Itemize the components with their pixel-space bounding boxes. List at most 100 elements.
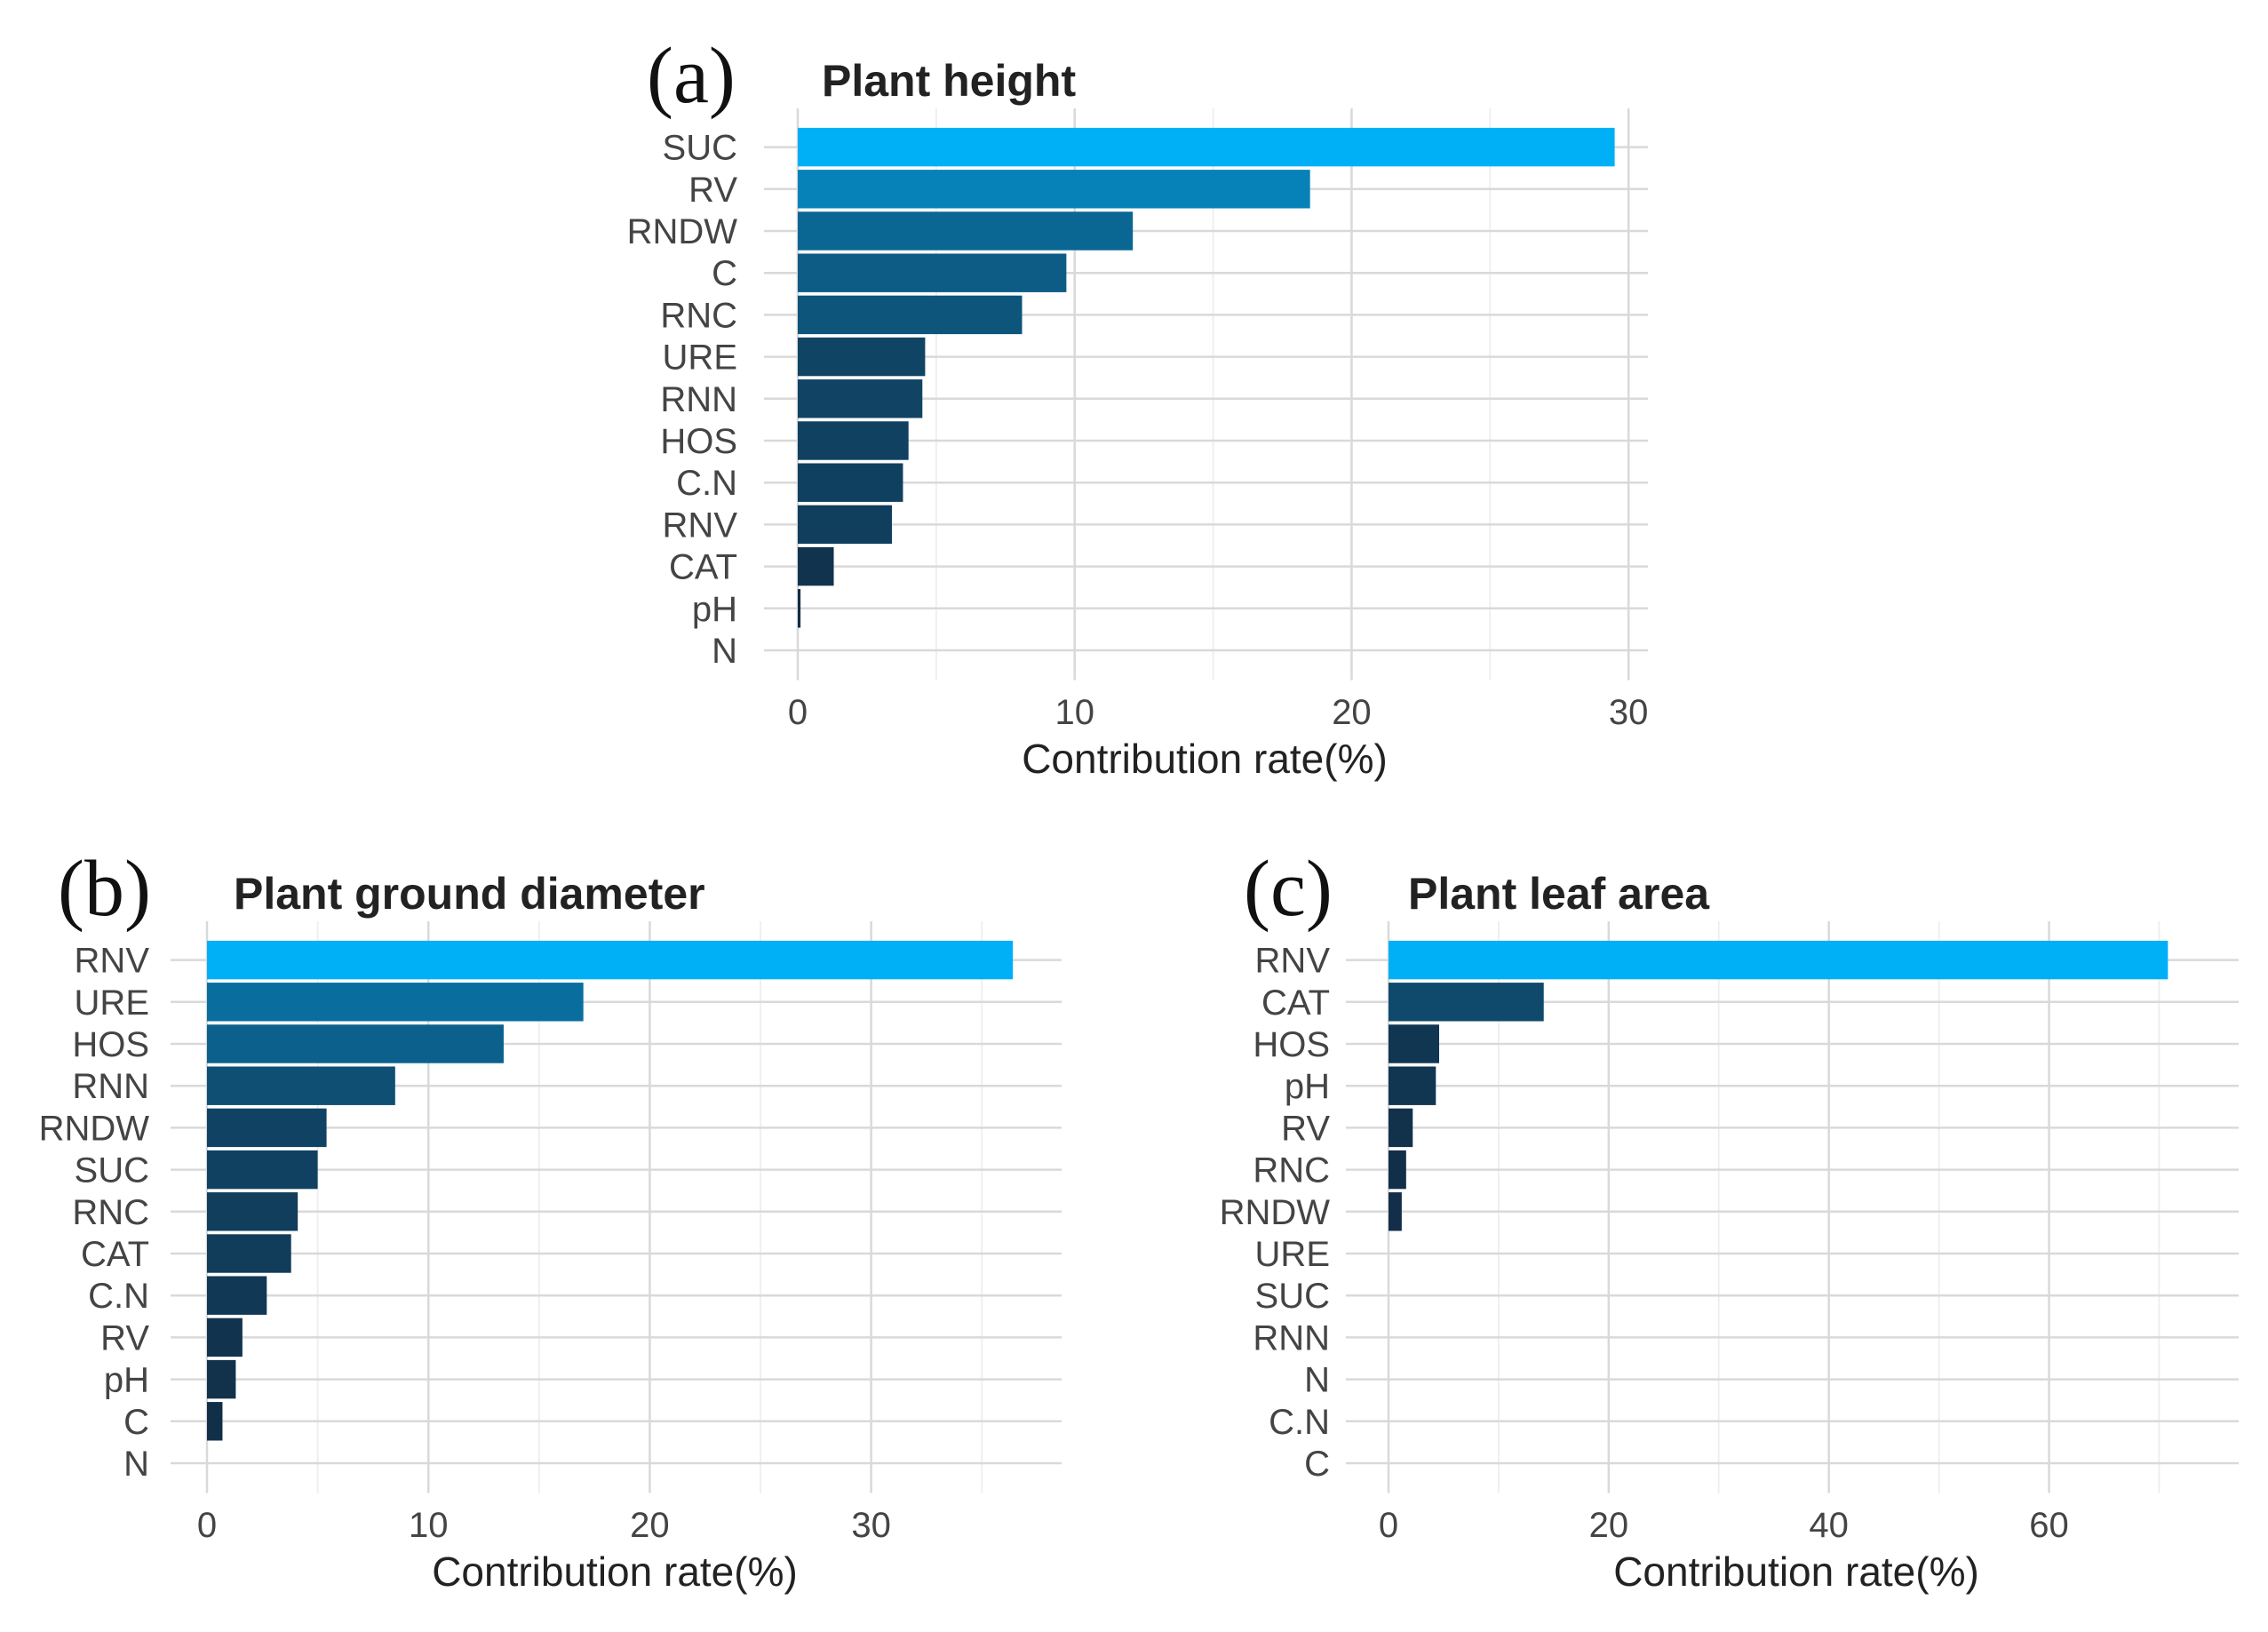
y-tick-label: SUC (663, 129, 737, 168)
panel-plant-height: (a) Plant height SUCRVRNDWCRNCURERNNHOSC… (627, 32, 1649, 782)
y-tick-label: HOS (72, 1025, 149, 1064)
bar-rnv (1389, 940, 2169, 980)
x-axis-label-plant-ground-diameter: Contribution rate(%) (432, 1548, 798, 1595)
panel-plant-ground-diameter: (b) Plant ground diameter RNVUREHOSRNNRN… (39, 845, 1062, 1595)
bars-plant-ground-diameter (207, 940, 1014, 1441)
x-tick-label: 30 (851, 1506, 891, 1545)
x-tick-label: 10 (409, 1506, 449, 1545)
x-tick-labels-plant-leaf-area: 0 20 40 60 (1379, 1506, 2069, 1545)
y-tick-label: C.N (1269, 1403, 1330, 1442)
bar-rndw (798, 211, 1134, 251)
panel-plant-leaf-area: (c) Plant leaf area RNVCATHOSpHRVRNCRNDW… (1220, 845, 2239, 1595)
bar-c (798, 253, 1067, 292)
x-tick-label: 60 (2029, 1506, 2069, 1545)
y-tick-label: pH (104, 1361, 149, 1400)
y-tick-label: URE (1255, 1235, 1330, 1274)
y-tick-label: RNDW (627, 212, 738, 251)
y-tick-label: pH (692, 590, 737, 629)
y-tick-label: N (1304, 1361, 1330, 1400)
bar-rnc (798, 295, 1023, 335)
y-tick-label: RNN (660, 380, 737, 419)
bar-rnn (798, 379, 923, 418)
y-tick-label: C.N (676, 464, 737, 503)
panel-letter-a: (a) (647, 32, 736, 120)
y-tick-label: C (1304, 1445, 1330, 1484)
bar-hos (1389, 1024, 1440, 1063)
y-tick-label: SUC (1255, 1277, 1330, 1316)
y-tick-label: RV (1281, 1109, 1330, 1148)
bars-plant-height (798, 127, 1615, 628)
x-tick-label: 20 (630, 1506, 670, 1545)
y-tick-label: RNV (75, 942, 150, 981)
y-tick-label: RNV (663, 506, 738, 545)
y-tick-label: RNV (1255, 942, 1331, 981)
bar-rnn (207, 1066, 395, 1105)
x-tick-label: 20 (1332, 693, 1372, 732)
x-tick-labels-plant-height: 0 10 20 30 (788, 693, 1649, 732)
bar-hos (207, 1024, 504, 1063)
x-tick-label: 0 (197, 1506, 217, 1545)
bars-plant-leaf-area (1389, 940, 2169, 1231)
x-tick-label: 0 (788, 693, 808, 732)
y-tick-label: URE (75, 983, 149, 1023)
bar-rv (1389, 1108, 1413, 1148)
y-tick-label: SUC (75, 1151, 149, 1190)
bar-c-n (207, 1276, 267, 1315)
y-tick-label: RV (100, 1318, 149, 1357)
bar-ph (207, 1359, 236, 1399)
y-tick-label: CAT (1261, 983, 1330, 1023)
x-tick-labels-plant-ground-diameter: 0 10 20 30 (197, 1506, 891, 1545)
y-tick-label: pH (1285, 1067, 1330, 1106)
y-tick-label: N (123, 1445, 149, 1484)
y-tick-label: RNN (72, 1067, 149, 1106)
y-tick-label: RNDW (1220, 1193, 1331, 1232)
bar-rnv (798, 505, 892, 545)
x-tick-label: 0 (1379, 1506, 1398, 1545)
bar-ure (207, 983, 584, 1022)
y-tick-label: RNN (1253, 1318, 1330, 1357)
y-tick-label: C (712, 254, 737, 293)
bar-cat (798, 546, 834, 586)
y-tick-label: RNC (1253, 1151, 1330, 1190)
bar-rv (207, 1318, 243, 1357)
chart-title-plant-ground-diameter: Plant ground diameter (234, 869, 705, 919)
y-tick-label: RV (688, 171, 737, 210)
chart-title-plant-height: Plant height (822, 56, 1076, 106)
bar-rndw (1389, 1192, 1402, 1231)
y-tick-label: URE (663, 338, 737, 378)
y-tick-label: CAT (669, 548, 737, 587)
chart-title-plant-leaf-area: Plant leaf area (1408, 869, 1710, 919)
y-tick-label: RNC (660, 296, 737, 335)
bar-cat (1389, 983, 1544, 1022)
bar-c (207, 1402, 223, 1441)
y-tick-label: RNC (72, 1193, 149, 1232)
bar-suc (798, 127, 1615, 167)
bar-ph (798, 589, 801, 628)
y-tick-label: CAT (81, 1235, 149, 1274)
y-tick-label: HOS (660, 422, 737, 461)
x-tick-label: 20 (1589, 1506, 1629, 1545)
bar-ph (1389, 1066, 1436, 1105)
y-tick-label: RNDW (39, 1109, 150, 1148)
y-tick-label: N (712, 632, 737, 671)
bar-rnv (207, 940, 1014, 980)
bar-suc (207, 1150, 318, 1190)
bar-cat (207, 1234, 291, 1273)
bar-ure (798, 337, 926, 377)
bar-c-n (798, 463, 903, 502)
x-axis-label-plant-height: Contribution rate(%) (1022, 736, 1388, 782)
bar-rv (798, 170, 1310, 209)
panel-letter-c: (c) (1244, 845, 1333, 933)
x-axis-label-plant-leaf-area: Contribution rate(%) (1613, 1548, 1979, 1595)
bar-hos (798, 421, 909, 460)
x-tick-label: 40 (1809, 1506, 1849, 1545)
bar-rnc (207, 1192, 298, 1231)
bar-rndw (207, 1108, 327, 1148)
x-tick-label: 30 (1609, 693, 1649, 732)
panel-letter-b: (b) (58, 845, 151, 933)
y-tick-label: C (123, 1403, 149, 1442)
